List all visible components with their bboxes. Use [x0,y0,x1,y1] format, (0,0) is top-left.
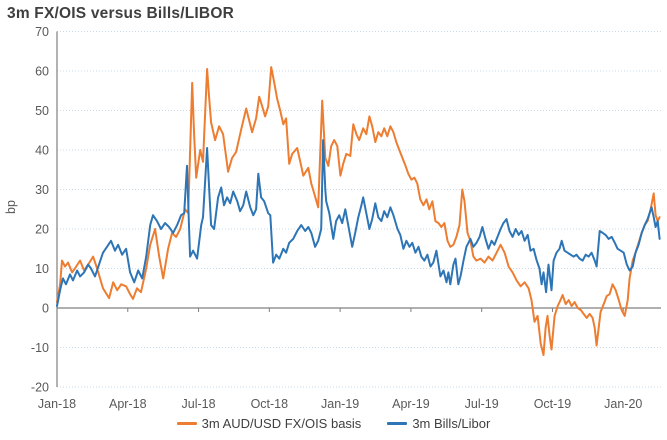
y-tick-label-70: 70 [35,25,49,39]
x-tick-label-Apr-18: Apr-18 [109,397,147,411]
x-tick-label-Jan-19: Jan-19 [321,397,359,411]
legend-item-fx-ois: 3m AUD/USD FX/OIS basis [176,416,362,431]
fx-ois-basis-line [56,66,661,356]
x-tick-label-Oct-18: Oct-18 [251,397,289,411]
legend-label-bills-libor: 3m Bills/Libor [412,416,491,431]
data-series-lines [56,66,661,356]
x-tick-label-Apr-19: Apr-19 [392,397,430,411]
legend-label-fx-ois: 3m AUD/USD FX/OIS basis [201,416,362,431]
chart-title: 3m FX/OIS versus Bills/LIBOR [7,5,234,22]
x-tick-label-Jan-20: Jan-20 [604,397,642,411]
y-tick-label-10: 10 [35,262,49,276]
y-tick-label-60: 60 [35,65,49,79]
y-tick-label--20: -20 [31,381,49,395]
y-tick-label-20: 20 [35,223,49,237]
x-tick-label-Oct-19: Oct-19 [534,397,572,411]
axes [56,31,661,387]
chart-legend: 3m AUD/USD FX/OIS basis 3m Bills/Libor [0,416,667,431]
axis-tick-labels: 70 60 50 40 30 20 10 0 -10 -20 Jan-18 Apr-18 Jul-18 O… [31,25,642,411]
fx-ois-line-swatch [176,422,197,425]
legend-item-bills-libor: 3m Bills/Libor [387,416,490,431]
y-tick-label-30: 30 [35,183,49,197]
y-tick-label-0: 0 [42,302,49,316]
gridlines [57,31,661,388]
bills-libor-line-swatch [387,422,408,425]
x-tick-label-Jul-19: Jul-19 [465,397,499,411]
y-tick-label--10: -10 [31,341,49,355]
x-tick-label-Jul-18: Jul-18 [182,397,216,411]
bills-libor-line [56,139,661,307]
y-tick-label-50: 50 [35,104,49,118]
x-tick-label-Jan-18: Jan-18 [38,397,76,411]
y-tick-label-40: 40 [35,144,49,158]
